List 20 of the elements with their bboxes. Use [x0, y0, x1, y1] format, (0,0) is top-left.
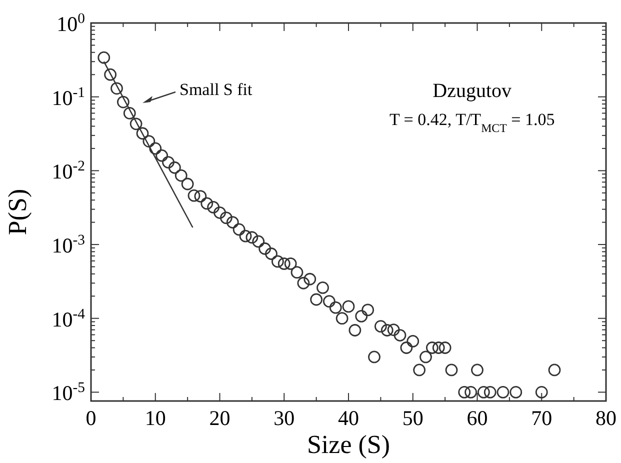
y-axis-title: P(S)	[3, 188, 32, 236]
y-tick-label: 10$^{-4}$	[52, 306, 86, 332]
x-axis-title: Size (S)	[306, 430, 390, 459]
x-tick-label: 50	[402, 406, 424, 430]
x-tick-label: 0	[86, 406, 96, 430]
x-tick-label: 10	[144, 406, 166, 430]
y-tick-label: 10$^{-2}$	[52, 158, 85, 184]
x-tick-label: 70	[531, 406, 552, 430]
annotation: Small S fit	[180, 80, 253, 99]
x-tick-label: 80	[596, 406, 616, 430]
y-tick-label: 10$^{-5}$	[52, 380, 85, 406]
x-tick-label: 60	[466, 406, 488, 430]
y-tick-label: 10$^{0}$	[56, 11, 85, 36]
x-tick-label: 30	[274, 406, 295, 430]
x-tick-label: 20	[209, 406, 230, 430]
annotation: Dzugutov	[432, 80, 512, 102]
annotation: T = 0.42, T/T$_{MCT}$ = 1.05	[389, 110, 555, 135]
y-tick-label: 10$^{-1}$	[52, 84, 85, 110]
x-tick-label: 40	[338, 406, 359, 430]
y-tick-label: 10$^{-3}$	[52, 232, 85, 258]
